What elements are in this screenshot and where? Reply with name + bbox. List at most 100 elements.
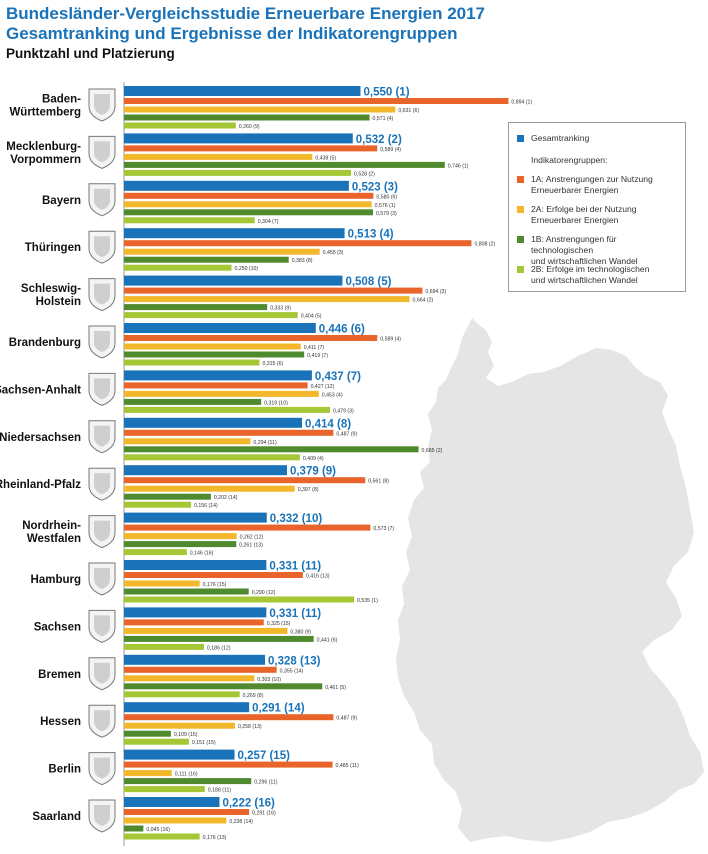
state-name-label: Mecklenburg- [6, 141, 81, 153]
bar-value-label-a1: 0,580 (6) [376, 194, 397, 200]
bar-b2 [124, 691, 240, 698]
legend-item-b2: 2B: Erfolge im technologischen und wirtsc… [517, 264, 649, 285]
bar-value-label-a1: 0,808 (2) [474, 242, 495, 248]
state-name-label: Vorpommern [10, 154, 81, 166]
bar-value-label-a2: 0,258 (13) [238, 724, 262, 730]
bar-b2 [124, 454, 300, 461]
bar-value-label-a2: 0,397 (8) [298, 487, 319, 493]
bar-a1 [124, 809, 250, 815]
bar-gesamt [124, 654, 266, 665]
bar-a2 [124, 390, 319, 397]
bar-value-label-b1: 0,261 (13) [239, 543, 263, 549]
bar-gesamt [124, 797, 220, 807]
state-name-label: Baden- [42, 94, 81, 106]
bar-value-label-a2: 0,455 (3) [323, 250, 344, 256]
bar-gesamt [124, 607, 267, 618]
state-row: Schleswig-Holstein 0,508 (5) 0,694 (3) 0,66… [21, 275, 446, 320]
bar-a2 [124, 580, 200, 587]
bar-value-label-gesamt: 0,291 (14) [252, 703, 305, 715]
bar-b1 [124, 256, 289, 263]
state-name-label: Thüringen [25, 242, 81, 254]
state-name-label: Saarland [32, 811, 81, 823]
bar-value-label-b1: 0,296 (11) [254, 780, 278, 786]
bar-a2 [124, 106, 396, 113]
legend-swatch-b2 [517, 266, 524, 273]
chart-legend: Gesamtranking Indikatorengruppen: 1A: An… [508, 122, 686, 292]
state-name-label: Brandenburg [9, 337, 81, 349]
coat-of-arms-saarland-emblem-icon [94, 805, 110, 826]
bar-value-label-a2: 0,411 (7) [304, 345, 325, 351]
bar-a2 [124, 627, 288, 634]
legend-label-a2-line1: 2A: Erfolge bei der Nutzung [531, 204, 637, 214]
bar-value-label-a1: 0,589 (4) [380, 337, 401, 343]
bar-a1 [124, 192, 374, 199]
bar-gesamt [124, 275, 343, 286]
bar-value-label-a2: 0,262 (12) [240, 535, 264, 541]
bar-value-label-b1: 0,383 (8) [292, 258, 313, 264]
legend-label-b1: 1B: Anstrengungen für technologischen und… [531, 234, 681, 267]
bar-a1 [124, 477, 366, 484]
coat-of-arms-thueringen-emblem-icon [94, 236, 110, 258]
bar-gesamt [124, 512, 267, 523]
bar-a1 [124, 714, 334, 721]
bar-value-label-b2: 0,269 (8) [243, 693, 264, 699]
state-name-label: Bayern [42, 195, 81, 207]
bar-value-label-gesamt: 0,331 (11) [269, 608, 321, 620]
coat-of-arms-berlin-emblem-icon [94, 757, 110, 779]
legend-swatch-a1 [517, 176, 524, 183]
bar-value-label-b1: 0,441 (6) [317, 637, 338, 643]
bar-value-label-b2: 0,250 (10) [235, 266, 259, 272]
legend-label-b2-line2: und wirtschaftlichen Wandel [531, 275, 638, 285]
bar-a2 [124, 770, 172, 777]
state-row: Sachsen-Anhalt 0,437 (7)0,427 (12) 0,453 (… [0, 370, 361, 414]
coat-of-arms-sachsen-anhalt-emblem-icon [94, 378, 110, 400]
bar-b2 [124, 122, 236, 129]
legend-label-a1-line2: Erneuerbarer Energien [531, 185, 619, 195]
bar-value-label-b2: 0,188 (11) [208, 788, 232, 794]
state-name-label: Niedersachsen [0, 432, 81, 444]
bar-b1 [124, 730, 171, 737]
bar-gesamt [124, 86, 361, 96]
bar-gesamt [124, 133, 353, 144]
bar-gesamt [124, 749, 235, 760]
legend-item-b1: 1B: Anstrengungen für technologischen und… [517, 234, 638, 266]
bar-value-label-b1: 0,319 (10) [264, 400, 288, 406]
bar-value-label-a1: 0,416 (13) [306, 574, 330, 580]
bar-value-label-b1: 0,109 (15) [174, 732, 198, 738]
coat-of-arms-schleswig-holstein-emblem-icon [94, 283, 110, 305]
state-row: Baden-Württemberg 0,550 (1) 0,894 (1) 0,631… [9, 86, 532, 130]
bar-value-label-b1: 0,045 (16) [146, 827, 170, 833]
bar-value-label-b2: 0,151 (15) [192, 740, 216, 746]
bar-value-label-a1: 0,894 (1) [511, 100, 532, 106]
legend-swatch-a2 [517, 206, 524, 213]
bar-b1 [124, 161, 445, 168]
bar-b1 [124, 588, 249, 595]
bar-b2 [124, 549, 187, 556]
bar-b2 [124, 264, 232, 271]
bar-b2 [124, 643, 204, 650]
bar-value-label-a1: 0,427 (12) [311, 384, 335, 390]
bar-a1 [124, 382, 308, 389]
bar-value-label-b1: 0,571 (4) [373, 116, 394, 122]
bar-gesamt [124, 370, 312, 381]
bar-value-label-a2: 0,453 (4) [322, 392, 343, 398]
bar-value-label-a2: 0,664 (2) [413, 298, 434, 304]
state-name-label: Westfalen [27, 533, 81, 545]
coat-of-arms-rheinland-pfalz-emblem-icon [94, 473, 110, 495]
state-name-label: Berlin [48, 764, 81, 776]
state-row: Brandenburg 0,446 (6) 0,589 (4) 0,411 (7) 0,… [9, 323, 401, 367]
legend-swatch-b1 [517, 236, 524, 243]
legend-heading-text: Indikatorengruppen: [531, 155, 608, 165]
bar-b1 [124, 683, 323, 690]
bar-b1 [124, 304, 268, 311]
bar-value-label-gesamt: 0,446 (6) [319, 324, 365, 336]
bar-b2 [124, 786, 205, 793]
state-row: Nordrhein-Westfalen 0,332 (10) 0,573 (7) 0,… [22, 512, 394, 557]
coat-of-arms-sachsen-emblem-icon [94, 615, 110, 637]
bar-value-label-a1: 0,291 (16) [252, 811, 276, 817]
bar-value-label-b2: 0,146 (16) [190, 551, 214, 557]
coat-of-arms-brandenburg-emblem-icon [94, 331, 110, 352]
bar-b2 [124, 501, 192, 508]
bar-b2 [124, 217, 255, 224]
